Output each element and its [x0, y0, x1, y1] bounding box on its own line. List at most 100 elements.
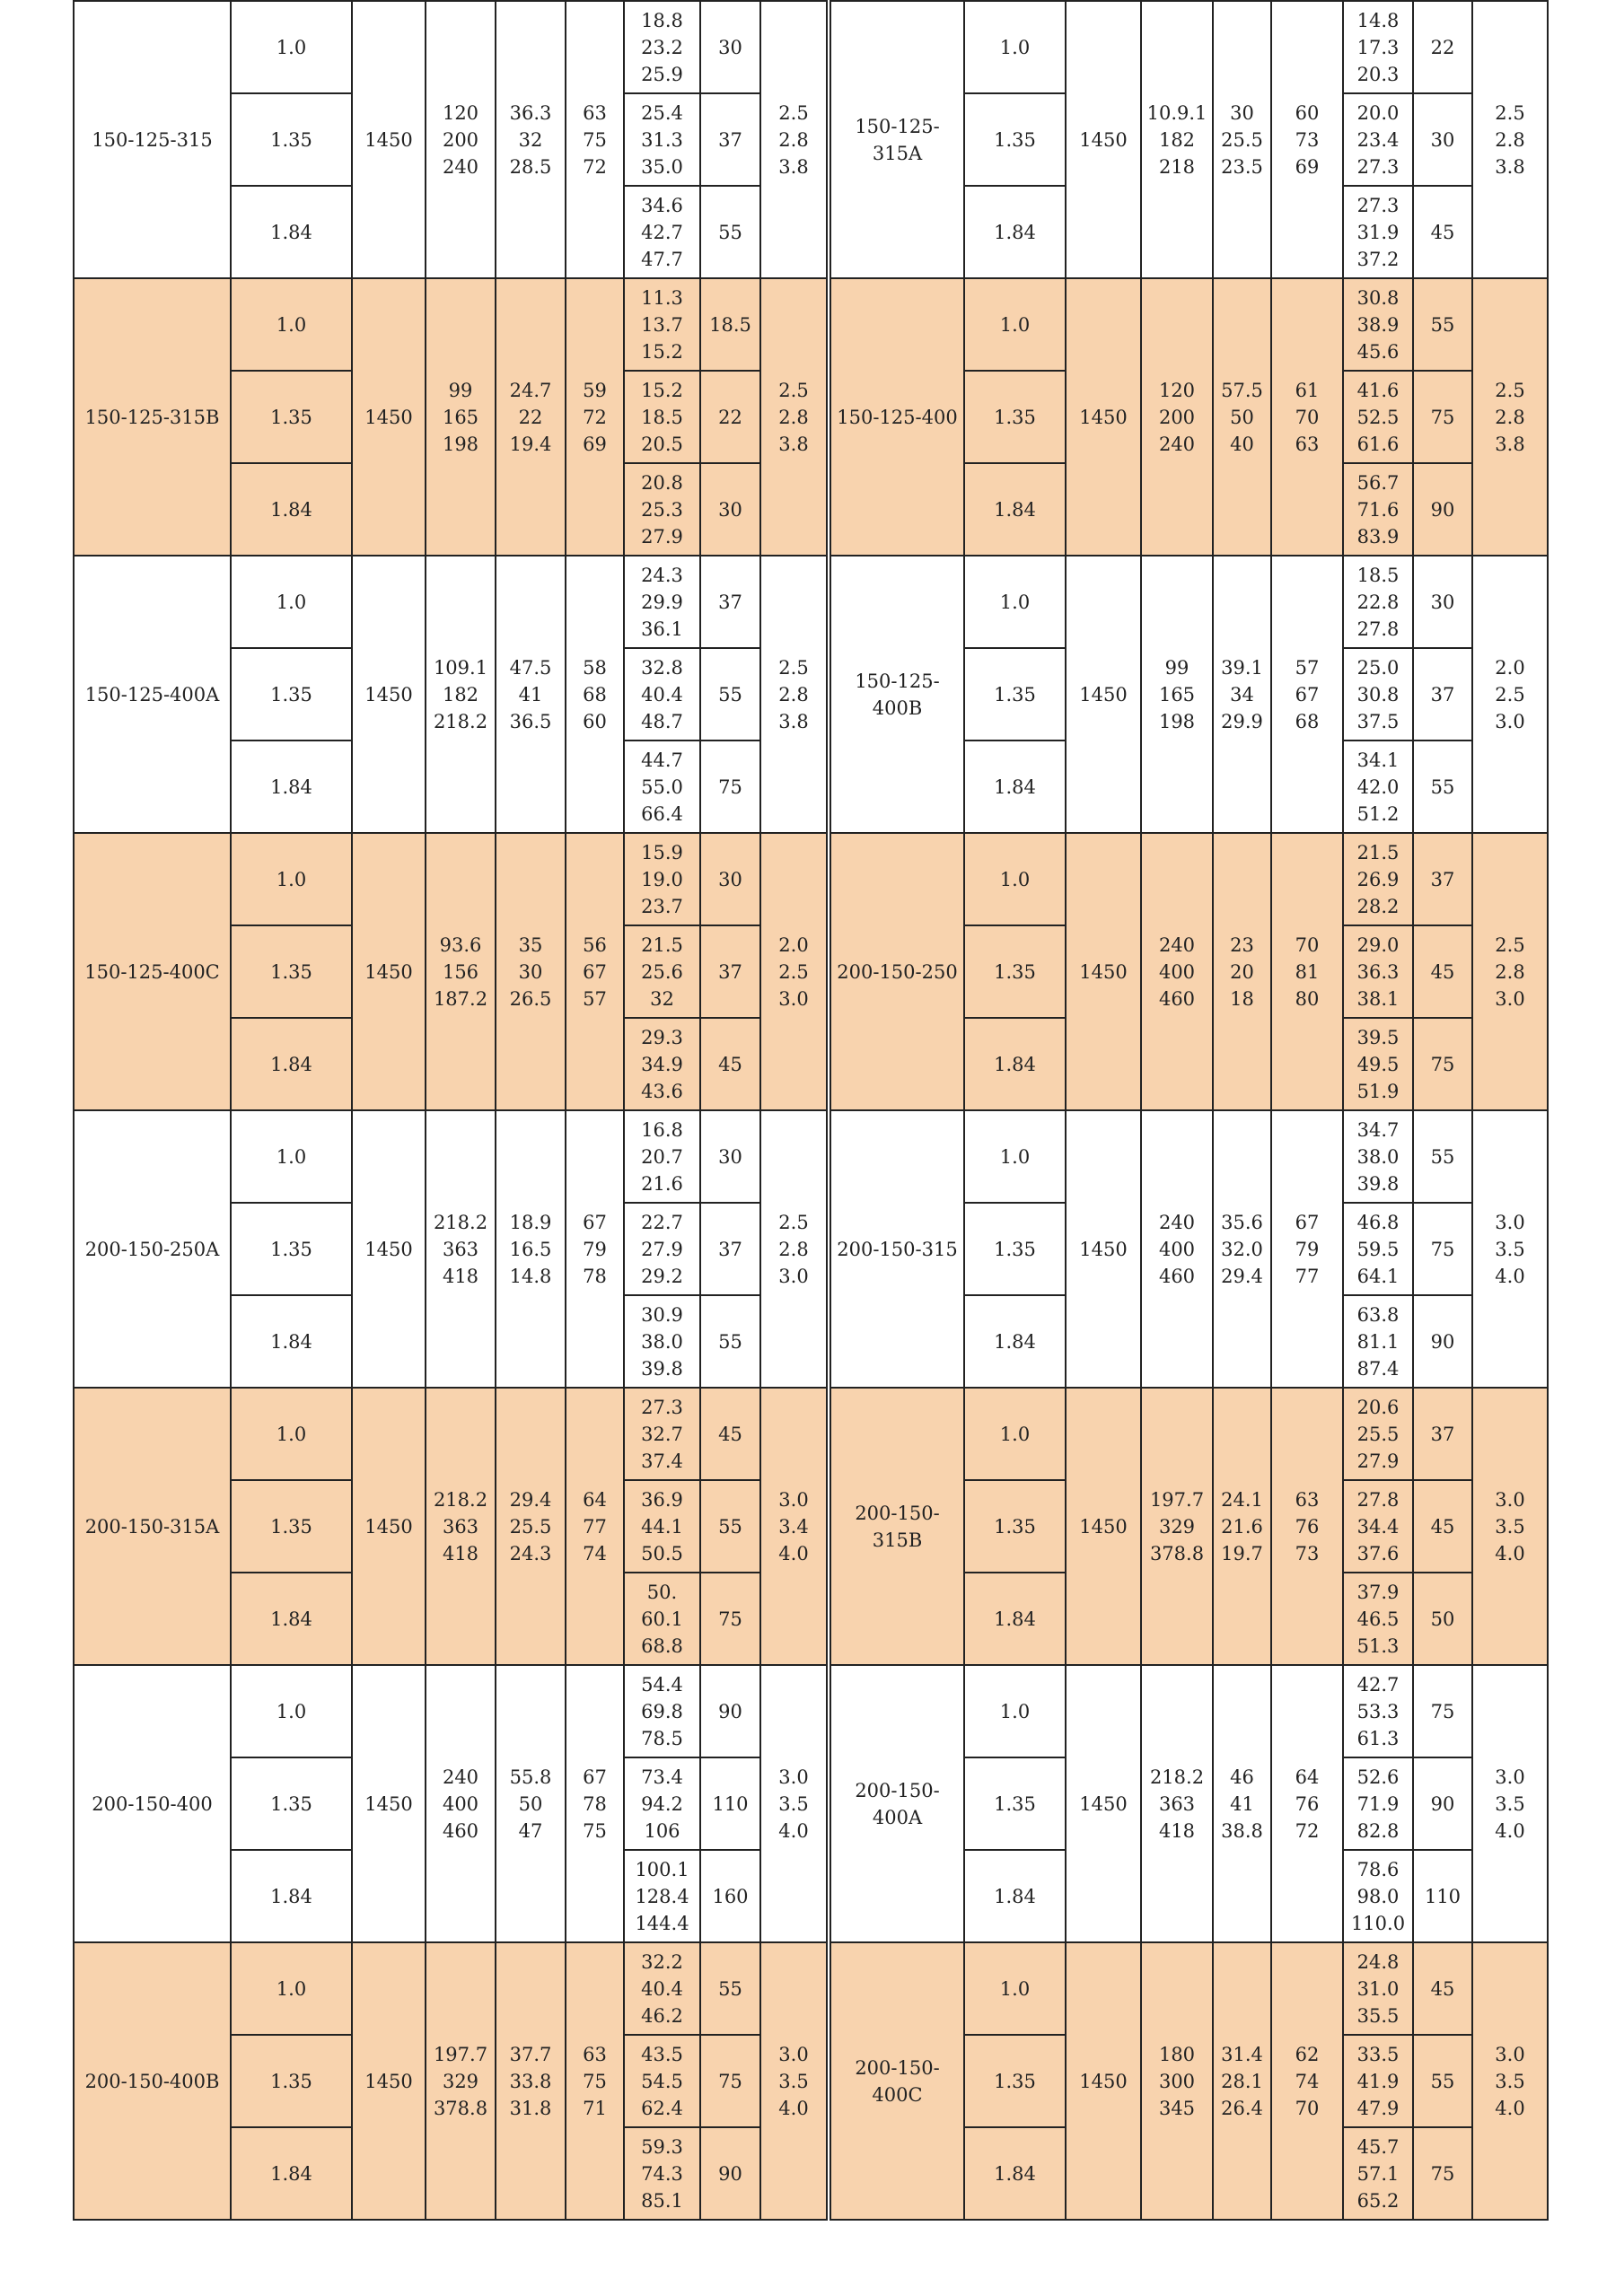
ratio-value: 1.0: [963, 1664, 1067, 1758]
speed-value: 1450: [1065, 1664, 1142, 1943]
flow-values: 240 400 460: [425, 1664, 496, 1943]
shaft-power-values: 29.3 34.9 43.6: [623, 1017, 701, 1111]
shaft-power-values: 46.8 59.5 64.1: [1342, 1202, 1414, 1296]
ratio-value: 1.84: [230, 1572, 353, 1666]
ratio-value: 1.35: [963, 2034, 1067, 2128]
shaft-power-values: 20.0 23.4 27.3: [1342, 92, 1414, 187]
table-row: 1.35 21.5 25.6 32 37 1.35 29.0 36.3 38.1 45: [74, 925, 1548, 1019]
motor-power-value: 75: [1412, 370, 1473, 464]
pump-model: 200-150-315: [826, 1109, 965, 1389]
speed-value: 1450: [351, 1664, 426, 1943]
ratio-value: 1.84: [230, 2126, 353, 2221]
ratio-value: 1.0: [963, 1109, 1067, 1204]
npsh-values: 2.5 2.8 3.0: [1471, 832, 1549, 1111]
motor-power-value: 55: [699, 647, 761, 741]
table-row: 200-150-315A 1.0 1450 218.2 363 418 29.4 25.…: [73, 1387, 1549, 1666]
table-row: 1.84 50. 60.1 68.8 75 1.84 37.9 46.5 51.3 50: [74, 1572, 1548, 1666]
head-values: 29.4 25.5 24.3: [495, 1387, 566, 1666]
head-values: 57.5 50 40: [1212, 277, 1272, 556]
motor-power-value: 90: [699, 1664, 761, 1758]
motor-power-value: 37: [699, 555, 761, 649]
speed-value: 1450: [1065, 0, 1142, 279]
speed-value: 1450: [1065, 1387, 1142, 1666]
pump-model: 200-150-315A: [73, 1387, 232, 1666]
table-row: 1.84 59.3 74.3 85.1 90 1.84 45.7 57.1 65.2 75: [74, 2126, 1548, 2221]
shaft-power-values: 22.7 27.9 29.2: [623, 1202, 701, 1296]
ratio-value: 1.0: [230, 1664, 353, 1758]
motor-power-value: 37: [699, 92, 761, 187]
shaft-power-values: 24.8 31.0 35.5: [1342, 1941, 1414, 2036]
npsh-values: 3.0 3.5 4.0: [759, 1941, 830, 2221]
ratio-value: 1.0: [230, 832, 353, 926]
shaft-power-values: 34.7 38.0 39.8: [1342, 1109, 1414, 1204]
ratio-value: 1.84: [230, 1017, 353, 1111]
motor-power-value: 45: [1412, 925, 1473, 1019]
shaft-power-values: 73.4 94.2 106: [623, 1757, 701, 1851]
head-values: 35 30 26.5: [495, 832, 566, 1111]
shaft-power-values: 37.9 46.5 51.3: [1342, 1572, 1414, 1666]
table-row: 1.84 30.9 38.0 39.8 55 1.84 63.8 81.1 87.4 90: [74, 1294, 1548, 1389]
shaft-power-values: 20.8 25.3 27.9: [623, 462, 701, 556]
table-row: 150-125-315 1.0 1450 120 200 240 36.3 32 28.…: [73, 0, 1549, 279]
efficiency-values: 57 67 68: [1270, 555, 1344, 834]
motor-power-value: 75: [699, 2034, 761, 2128]
pump-model: 200-150-400B: [73, 1941, 232, 2221]
shaft-power-values: 24.3 29.9 36.1: [623, 555, 701, 649]
motor-power-value: 45: [699, 1017, 761, 1111]
motor-power-value: 30: [699, 462, 761, 556]
motor-power-value: 30: [1412, 92, 1473, 187]
ratio-value: 1.0: [963, 555, 1067, 649]
head-values: 24.1 21.6 19.7: [1212, 1387, 1272, 1666]
speed-value: 1450: [1065, 555, 1142, 834]
ratio-value: 1.0: [230, 277, 353, 372]
npsh-values: 2.5 2.8 3.8: [1471, 277, 1549, 556]
motor-power-value: 55: [699, 1479, 761, 1573]
shaft-power-values: 16.8 20.7 21.6: [623, 1109, 701, 1204]
table-row: 200-150-250A 1.0 1450 218.2 363 418 18.9 16.…: [73, 1109, 1549, 1389]
speed-value: 1450: [1065, 1109, 1142, 1389]
flow-values: 197.7 329 378.8: [1140, 1387, 1214, 1666]
motor-power-value: 160: [699, 1849, 761, 1943]
efficiency-values: 64 76 72: [1270, 1664, 1344, 1943]
shaft-power-values: 15.9 19.0 23.7: [623, 832, 701, 926]
table-row: 1.84 20.8 25.3 27.9 30 1.84 56.7 71.6 83.9 90: [74, 462, 1548, 556]
speed-value: 1450: [1065, 1941, 1142, 2221]
ratio-value: 1.84: [963, 1294, 1067, 1389]
motor-power-value: 110: [1412, 1849, 1473, 1943]
pump-model: 150-125-400C: [73, 832, 232, 1111]
motor-power-value: 37: [1412, 832, 1473, 926]
ratio-value: 1.0: [963, 1941, 1067, 2036]
npsh-values: 3.0 3.5 4.0: [1471, 1664, 1549, 1943]
shaft-power-values: 100.1 128.4 144.4: [623, 1849, 701, 1943]
shaft-power-values: 43.5 54.5 62.4: [623, 2034, 701, 2128]
ratio-value: 1.35: [963, 370, 1067, 464]
motor-power-value: 55: [1412, 740, 1473, 834]
flow-values: 180 300 345: [1140, 1941, 1214, 2221]
table-row: 1.35 22.7 27.9 29.2 37 1.35 46.8 59.5 64.1 75: [74, 1202, 1548, 1296]
flow-values: 218.2 363 418: [425, 1387, 496, 1666]
motor-power-value: 45: [1412, 1941, 1473, 2036]
head-values: 55.8 50 47: [495, 1664, 566, 1943]
head-values: 46 41 38.8: [1212, 1664, 1272, 1943]
shaft-power-values: 78.6 98.0 110.0: [1342, 1849, 1414, 1943]
table-row: 1.84 29.3 34.9 43.6 45 1.84 39.5 49.5 51.9 75: [74, 1017, 1548, 1111]
flow-values: 240 400 460: [1140, 1109, 1214, 1389]
pump-model: 150-125-400: [826, 277, 965, 556]
ratio-value: 1.0: [963, 0, 1067, 94]
table-row: 1.84 44.7 55.0 66.4 75 1.84 34.1 42.0 51.2 55: [74, 740, 1548, 834]
motor-power-value: 45: [699, 1387, 761, 1481]
pump-model: 200-150-250: [826, 832, 965, 1111]
flow-values: 240 400 460: [1140, 832, 1214, 1111]
motor-power-value: 75: [699, 1572, 761, 1666]
npsh-values: 3.0 3.5 4.0: [759, 1664, 830, 1943]
motor-power-value: 55: [699, 185, 761, 279]
table-row: 1.35 73.4 94.2 106 110 1.35 52.6 71.9 82.8 90: [74, 1757, 1548, 1851]
shaft-power-values: 33.5 41.9 47.9: [1342, 2034, 1414, 2128]
table-row: 1.35 15.2 18.5 20.5 22 1.35 41.6 52.5 61.6 75: [74, 370, 1548, 464]
shaft-power-values: 27.3 31.9 37.2: [1342, 185, 1414, 279]
table-row: 150-125-400A 1.0 1450 109.1 182 218.2 47.5 4…: [73, 555, 1549, 834]
pump-model: 150-125-315: [73, 0, 232, 279]
shaft-power-values: 29.0 36.3 38.1: [1342, 925, 1414, 1019]
head-values: 18.9 16.5 14.8: [495, 1109, 566, 1389]
pump-model: 200-150-400C: [826, 1941, 965, 2221]
